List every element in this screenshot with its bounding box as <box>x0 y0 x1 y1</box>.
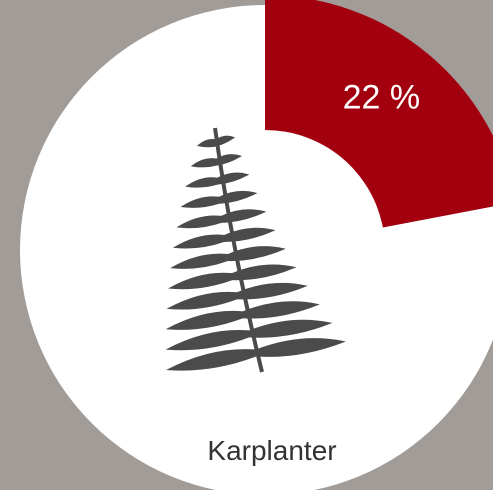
chart: Karplanter 22 % <box>0 0 493 490</box>
value-label: 22 % <box>343 78 421 116</box>
page: Karplanter 22 % (() => { const data = JS… <box>0 0 493 490</box>
category-label: Karplanter <box>207 435 336 466</box>
